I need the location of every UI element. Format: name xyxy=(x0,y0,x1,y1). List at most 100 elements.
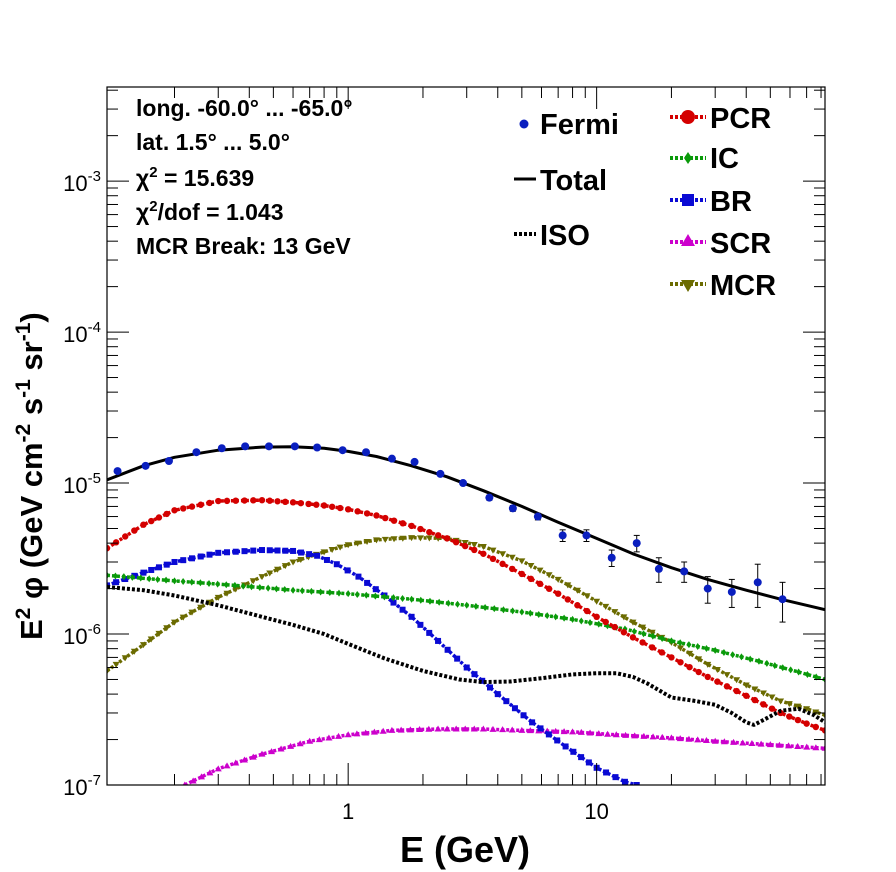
mcr-marker xyxy=(107,668,111,675)
mcr-marker xyxy=(821,712,825,719)
ic-marker xyxy=(436,598,442,606)
pcr-marker xyxy=(794,716,802,724)
pcr-marker xyxy=(408,522,415,530)
x-tick-label: 1 xyxy=(342,799,354,824)
legend-pcr-marker xyxy=(681,110,695,124)
pcr-marker xyxy=(714,678,721,685)
br-marker xyxy=(122,576,129,583)
scr-marker xyxy=(315,736,323,743)
ic-marker xyxy=(804,671,810,679)
mcr-marker xyxy=(188,609,196,616)
scr-marker xyxy=(757,740,765,747)
pcr-marker xyxy=(215,497,222,505)
mcr-marker xyxy=(518,558,526,565)
ic-marker xyxy=(223,581,229,589)
pcr-marker xyxy=(282,498,289,506)
scr-marker xyxy=(604,730,612,737)
br-marker xyxy=(372,586,379,593)
br-marker xyxy=(171,558,178,565)
scr-marker xyxy=(658,733,666,740)
scr-marker xyxy=(362,729,370,736)
mcr-marker xyxy=(381,536,389,543)
scr-marker xyxy=(821,744,825,751)
legend-br-marker xyxy=(682,194,694,206)
ic-marker xyxy=(427,597,433,605)
mcr-marker xyxy=(489,547,497,554)
pcr-marker xyxy=(602,618,609,626)
legend-iso-label: ISO xyxy=(540,220,590,252)
pcr-marker xyxy=(344,506,352,513)
br-marker xyxy=(511,705,518,712)
ic-marker xyxy=(747,655,753,663)
ic-marker xyxy=(197,579,203,587)
scr-marker xyxy=(694,736,702,743)
fermi-point xyxy=(113,467,122,476)
y-tick-label: 10-5 xyxy=(63,470,101,498)
ic-marker xyxy=(112,572,118,580)
mcr-marker xyxy=(611,609,619,616)
ic-marker xyxy=(240,582,246,590)
mcr-marker xyxy=(593,598,601,605)
mcr-marker xyxy=(554,576,562,583)
br-marker xyxy=(197,553,204,560)
pcr-marker xyxy=(536,580,544,588)
series-fermi xyxy=(113,442,787,623)
scr-marker xyxy=(649,733,657,740)
ic-marker xyxy=(677,639,683,647)
mcr-marker xyxy=(121,655,129,662)
ic-marker xyxy=(282,586,288,594)
scr-marker xyxy=(748,740,756,747)
fermi-point xyxy=(703,584,712,593)
br-marker xyxy=(250,547,257,554)
pcr-marker xyxy=(704,673,711,681)
scr-marker xyxy=(803,743,811,750)
pcr-marker xyxy=(122,533,129,540)
ic-marker xyxy=(129,573,135,581)
br-marker xyxy=(274,547,281,554)
mcr-marker xyxy=(372,537,380,544)
ic-marker xyxy=(308,587,314,595)
scr-marker xyxy=(370,728,378,735)
ic-marker xyxy=(578,617,584,625)
ic-marker xyxy=(215,580,221,588)
ic-marker xyxy=(390,594,396,602)
scr-marker xyxy=(560,728,568,735)
legend-mcr-marker xyxy=(681,280,695,292)
fermi-point xyxy=(264,442,273,451)
scr-marker xyxy=(739,739,747,746)
scr-marker xyxy=(353,730,361,737)
legend-total-label: Total xyxy=(540,165,607,197)
fermi-point xyxy=(582,531,591,540)
scr-marker xyxy=(461,725,469,732)
br-marker xyxy=(487,684,494,691)
scr-marker xyxy=(785,742,793,749)
pcr-marker xyxy=(188,503,196,510)
mcr-marker xyxy=(564,582,572,589)
pcr-marker xyxy=(112,539,120,546)
scr-marker xyxy=(425,725,433,732)
scr-marker xyxy=(268,748,276,755)
mcr-marker xyxy=(390,536,398,543)
br-marker xyxy=(554,737,561,744)
pcr-marker xyxy=(373,512,380,519)
mcr-marker xyxy=(803,706,811,713)
pcr-marker xyxy=(574,602,581,609)
pcr-marker xyxy=(426,528,433,536)
ic-marker xyxy=(381,593,387,601)
br-marker xyxy=(612,774,619,781)
scr-marker xyxy=(325,734,333,741)
legend-scr-label: SCR xyxy=(710,228,771,260)
ic-marker xyxy=(206,579,212,587)
ic-marker xyxy=(695,643,701,651)
pcr-marker xyxy=(206,499,213,507)
pcr-marker xyxy=(328,503,336,510)
pcr-marker xyxy=(751,696,759,704)
scr-marker xyxy=(189,777,197,784)
scr-marker xyxy=(489,725,497,732)
ic-marker xyxy=(659,635,665,643)
br-marker xyxy=(333,561,340,568)
br-marker xyxy=(603,769,610,776)
fermi-point xyxy=(313,443,322,452)
ic-marker xyxy=(510,607,516,615)
